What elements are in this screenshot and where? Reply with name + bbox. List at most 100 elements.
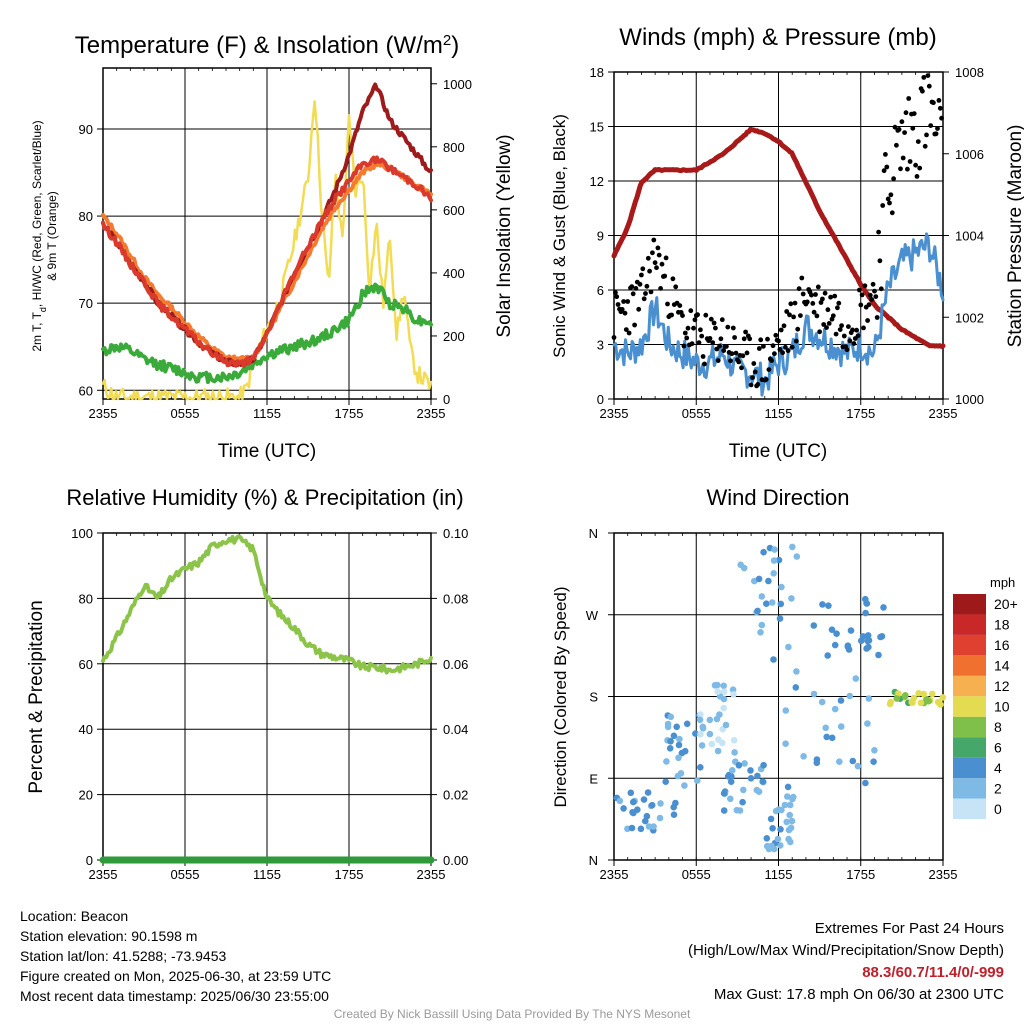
temp-y2-tick-label: 1000 <box>443 77 472 92</box>
wdir-point <box>697 711 704 718</box>
wdir-point <box>788 817 796 825</box>
wdir-point <box>893 695 901 702</box>
rh-y2-tick-label: 0.08 <box>443 591 468 606</box>
wdir-point <box>837 723 845 730</box>
wdir-point <box>697 730 704 738</box>
wind-gust-point <box>844 347 850 353</box>
wdir-point <box>706 730 714 738</box>
wdir-point <box>782 740 789 747</box>
wind-gust-point <box>832 293 838 299</box>
wind-gust-point <box>717 343 722 349</box>
wdir-point <box>716 711 723 718</box>
wind-gust-point <box>869 297 875 302</box>
wdir-point <box>831 641 839 649</box>
wind-gust-point <box>799 275 805 281</box>
wind-gust-point <box>744 350 750 356</box>
wind-gust-point <box>626 330 632 336</box>
wdir-point <box>783 818 790 826</box>
wdir-point <box>939 694 947 701</box>
wdir-point <box>793 553 801 560</box>
wdir-point <box>753 786 761 794</box>
wind-gust-point <box>700 354 706 359</box>
wind-gust-point <box>698 327 703 333</box>
wind-y2-tick-label: 1008 <box>955 65 984 80</box>
wind-y-tick-label: 9 <box>597 229 604 244</box>
wind-gust-point <box>858 302 864 308</box>
colorbar-label: 4 <box>994 760 1002 776</box>
wind-gust-point <box>773 332 779 338</box>
wdir-point <box>822 724 829 732</box>
temp-y-axis-label: 2m T, Td, HI/WC (Red, Green, Scarlet/Blu… <box>30 120 48 351</box>
wdir-point <box>694 777 701 784</box>
wdir-point <box>715 736 722 743</box>
wind-gust-point <box>644 283 650 289</box>
wdir-point <box>831 705 839 713</box>
wind-gust-point <box>711 320 717 326</box>
wdir-y-axis-label: Direction (Colored By Speed) <box>551 586 570 807</box>
wind-gust-point <box>826 321 832 326</box>
wind-gust-point <box>822 290 828 296</box>
temp-x-tick-label: 1155 <box>253 406 281 421</box>
wdir-point <box>763 835 771 842</box>
wind-gust-point <box>766 367 772 372</box>
wind-gust-point <box>707 336 713 341</box>
temp-series-2m-t <box>101 155 433 369</box>
wind-gust-point <box>682 330 688 336</box>
wind-gust-point <box>903 110 909 116</box>
figure-created: Figure created on Mon, 2025-06-30, at 23… <box>20 968 332 984</box>
wdir-x-tick-label: 1155 <box>765 867 793 882</box>
wdir-point <box>852 675 860 682</box>
colorbar-label: 20+ <box>994 596 1018 612</box>
wdir-point <box>722 721 730 729</box>
wdir-point <box>818 698 826 706</box>
colorbar-swatch <box>953 655 986 676</box>
wdir-y-tick-label: E <box>589 771 598 786</box>
wdir-point <box>754 607 761 615</box>
temp-series-2m-td <box>101 282 433 385</box>
wdir-x-tick-label: 2355 <box>600 867 629 882</box>
wind-gust-point <box>636 306 642 312</box>
wind-gust-point <box>673 284 679 290</box>
wind-gust-point <box>937 105 943 111</box>
wdir-point <box>864 632 872 639</box>
wdir-point <box>769 825 776 832</box>
wind-gust-point <box>884 164 890 170</box>
wdir-point <box>770 656 777 663</box>
wind-gust-point <box>859 292 865 298</box>
wdir-point <box>770 557 778 564</box>
rh-x-tick-label: 1755 <box>335 867 364 882</box>
wdir-point <box>627 789 635 797</box>
wdir-point <box>865 637 873 644</box>
wind-gust-point <box>847 338 853 344</box>
rh-y-tick-label: 20 <box>79 788 93 803</box>
wdir-point <box>828 626 836 633</box>
wind-gust-point <box>640 266 646 272</box>
wind-gust-point <box>748 382 754 388</box>
wdir-point <box>776 615 784 622</box>
wind-gust-point <box>925 73 931 78</box>
wind-gust-point <box>841 333 847 339</box>
wdir-point <box>676 735 683 743</box>
wdir-point <box>915 690 922 697</box>
station-info: Location: Beacon Station elevation: 90.1… <box>20 906 331 1006</box>
wdir-point <box>774 835 782 843</box>
wdir-point <box>846 692 854 700</box>
wdir-point <box>677 770 685 777</box>
wind-gust-point <box>639 272 644 278</box>
wind-gust-point <box>894 142 899 148</box>
wind-gust-point <box>736 359 742 365</box>
wind-gust-point <box>855 333 861 339</box>
wdir-point <box>733 806 741 814</box>
wind-gust-point <box>615 302 621 307</box>
wind-gust-point <box>761 343 766 349</box>
wdir-point <box>698 742 706 749</box>
wind-gust-point <box>880 203 886 208</box>
wdir-point <box>662 778 669 785</box>
wdir-point <box>847 627 855 634</box>
wdir-point <box>775 556 783 564</box>
wind-gust-point <box>877 258 883 264</box>
colorbar-swatch <box>953 696 986 717</box>
wind-gust-point <box>915 139 921 145</box>
wdir-point <box>740 786 747 794</box>
wind-gust-point <box>910 125 916 131</box>
